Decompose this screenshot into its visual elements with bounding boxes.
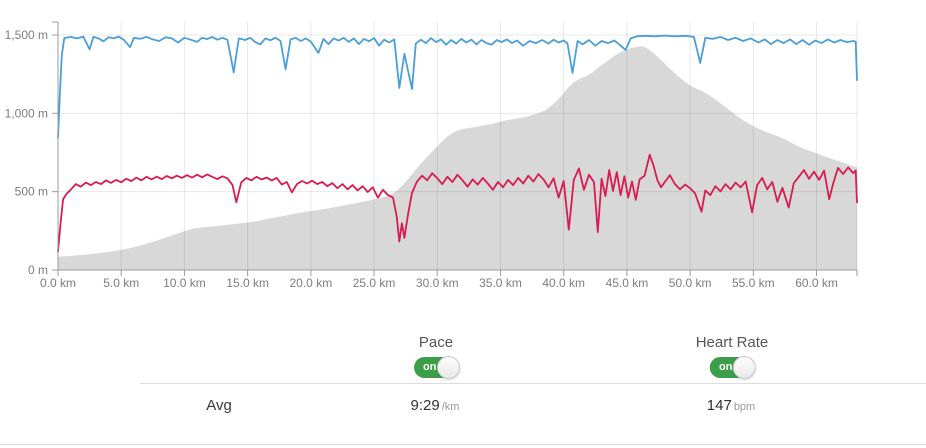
- pace-toggle-on-text: on: [423, 361, 437, 373]
- pace-line-series: [57, 34, 858, 139]
- svg-text:55.0 km: 55.0 km: [732, 276, 775, 290]
- svg-text:10.0 km: 10.0 km: [163, 276, 206, 290]
- avg-heart-rate-unit: bpm: [733, 401, 756, 413]
- x-axis-labels: 0.0 km 5.0 km 10.0 km 15.0 km 20.0 km 25.0 km…: [40, 276, 838, 290]
- svg-text:0 m: 0 m: [28, 263, 48, 277]
- avg-pace-number: 9:29: [410, 397, 440, 414]
- svg-text:1,000 m: 1,000 m: [5, 106, 48, 120]
- activity-chart[interactable]: 0 m 500 m 1,000 m 1,500 m 0.0 km 5.0 km 10.0 k…: [0, 0, 926, 300]
- pace-toggle-label: Pace: [418, 334, 454, 351]
- avg-pace-value: 9:29/km: [411, 397, 460, 414]
- svg-text:1,500 m: 1,500 m: [5, 28, 48, 42]
- panel-bottom-border: [0, 444, 926, 445]
- avg-pace-unit: /km: [441, 401, 460, 413]
- svg-text:25.0 km: 25.0 km: [353, 276, 396, 290]
- gridlines: [58, 22, 858, 270]
- svg-text:20.0 km: 20.0 km: [290, 276, 333, 290]
- avg-heart-rate-value: 147 bpm: [707, 397, 755, 414]
- heart-rate-toggle-on-text: on: [718, 361, 733, 373]
- svg-text:60.0 km: 60.0 km: [795, 276, 838, 290]
- svg-text:30.0 km: 30.0 km: [416, 276, 459, 290]
- svg-text:35.0 km: 35.0 km: [479, 276, 522, 290]
- heart-rate-toggle-knob[interactable]: [732, 356, 756, 379]
- svg-text:50.0 km: 50.0 km: [669, 276, 712, 290]
- heart_rate-line-series: [57, 153, 858, 253]
- svg-text:0.0 km: 0.0 km: [40, 276, 76, 290]
- heart-rate-control: Heart Rate on: [695, 334, 769, 383]
- svg-text:5.0 km: 5.0 km: [103, 276, 139, 290]
- axes: [52, 21, 858, 276]
- elevation-area-series: [58, 46, 857, 270]
- y-axis-labels: 0 m 500 m 1,000 m 1,500 m: [5, 28, 48, 277]
- heart-rate-toggle-label: Heart Rate: [695, 334, 769, 351]
- svg-text:45.0 km: 45.0 km: [606, 276, 649, 290]
- pace-toggle[interactable]: on: [414, 356, 460, 379]
- svg-text:40.0 km: 40.0 km: [542, 276, 585, 290]
- summary-divider: [140, 383, 926, 384]
- avg-row-label: Avg: [206, 397, 232, 414]
- svg-text:500 m: 500 m: [15, 185, 48, 199]
- avg-heart-rate-number: 147: [706, 397, 732, 414]
- svg-text:15.0 km: 15.0 km: [226, 276, 269, 290]
- pace-toggle-knob[interactable]: [437, 356, 460, 379]
- pace-control: Pace on: [414, 334, 460, 383]
- heart-rate-toggle[interactable]: on: [709, 356, 756, 379]
